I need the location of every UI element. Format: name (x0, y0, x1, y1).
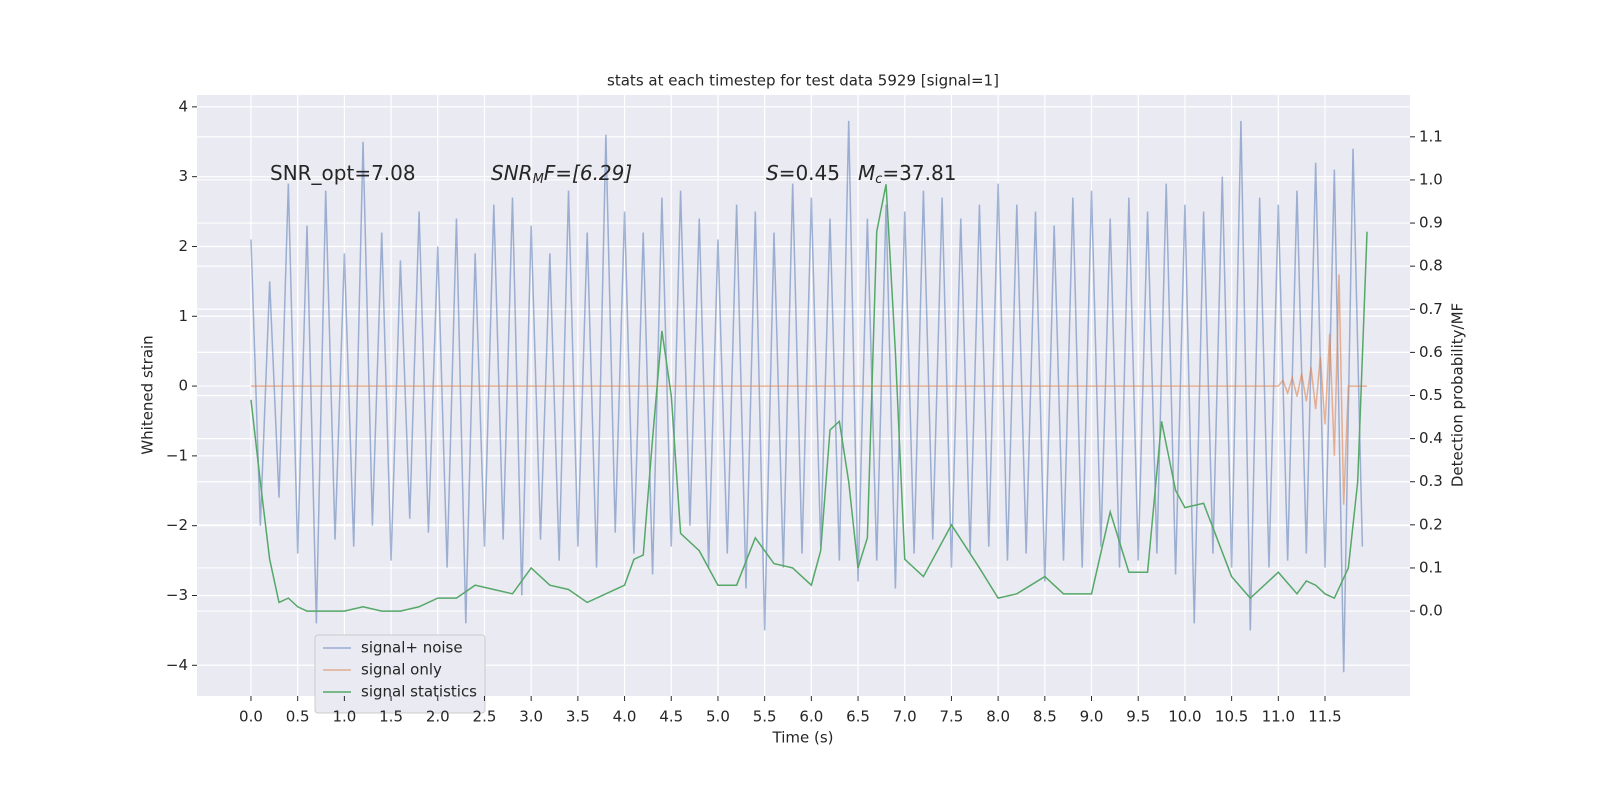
annotation-text: M (533, 172, 544, 187)
legend-label: signal statistics (361, 683, 477, 701)
y-tick-label: 1 (178, 307, 188, 325)
y2-tick-label: 0.9 (1419, 214, 1443, 232)
x-tick-label: 5.0 (706, 708, 730, 726)
y2-tick-label: 1.0 (1419, 170, 1443, 188)
x-tick-label: 2.5 (473, 708, 497, 726)
x-tick-label: 4.0 (613, 708, 637, 726)
y2-tick-label: 0.3 (1419, 472, 1443, 490)
annotation: Mc=37.81 (858, 161, 956, 187)
chart-title: stats at each timestep for test data 592… (607, 72, 999, 90)
y-axis-label: Whitened strain (139, 335, 157, 454)
annotation: S=0.45 (766, 161, 840, 185)
x-tick-label: 4.5 (659, 708, 683, 726)
annotation-text: SNR_opt=7.08 (270, 161, 416, 185)
x-tick-label: 3.0 (519, 708, 543, 726)
y-tick-label: −1 (166, 446, 188, 464)
x-tick-label: 3.5 (566, 708, 590, 726)
x-tick-label: 2.0 (426, 708, 450, 726)
y2-axis-label: Detection probability/MF (1449, 303, 1467, 487)
x-tick-label: 0.5 (286, 708, 310, 726)
y-tick-label: 4 (178, 97, 188, 115)
annotation-text: F=[6.29] (544, 161, 632, 185)
annotation-text: =0.45 (779, 161, 840, 185)
x-tick-label: 1.5 (379, 708, 403, 726)
annotation-text: SNR (491, 161, 533, 185)
annotation-text: M (858, 161, 875, 185)
annotation-text: =37.81 (882, 161, 956, 185)
x-tick-label: 9.0 (1080, 708, 1104, 726)
y2-tick-label: 0.7 (1419, 300, 1443, 318)
annotation-text: S (766, 161, 779, 185)
y-tick-label: 3 (178, 167, 188, 185)
y2-tick-label: 0.6 (1419, 343, 1443, 361)
x-tick-label: 10.0 (1168, 708, 1201, 726)
x-tick-label: 8.5 (1033, 708, 1057, 726)
y-tick-label: 0 (178, 377, 188, 395)
legend-box (314, 634, 486, 714)
y2-tick-label: 0.2 (1419, 515, 1443, 533)
x-tick-label: 7.5 (940, 708, 964, 726)
y2-tick-label: 0.5 (1419, 386, 1443, 404)
annotation: SNRMF=[6.29] (491, 161, 632, 187)
y-tick-label: 2 (178, 237, 188, 255)
y-tick-label: −3 (166, 586, 188, 604)
x-axis-label: Time (s) (772, 729, 834, 747)
series-line (250, 184, 1368, 612)
x-tick-label: 9.5 (1126, 708, 1150, 726)
y-tick-label: −4 (166, 656, 188, 674)
y2-tick-label: 0.8 (1419, 257, 1443, 275)
x-tick-label: 11.0 (1262, 708, 1295, 726)
legend-label: signal only (361, 661, 442, 679)
x-tick-label: 7.0 (893, 708, 917, 726)
y-tick-label: −2 (166, 516, 188, 534)
x-tick-label: 6.0 (799, 708, 823, 726)
x-tick-label: 8.0 (986, 708, 1010, 726)
legend-label: signal+ noise (361, 639, 463, 657)
annotation-text: c (875, 172, 882, 187)
annotation: SNR_opt=7.08 (270, 161, 416, 185)
y2-tick-label: 1.1 (1419, 127, 1443, 145)
series-line (250, 274, 1368, 505)
x-tick-label: 5.5 (753, 708, 777, 726)
y2-tick-label: 0.1 (1419, 558, 1443, 576)
y2-tick-label: 0.0 (1419, 602, 1443, 620)
legend: signal+ noise signal only signal statistic… (314, 634, 486, 714)
x-tick-label: 10.5 (1215, 708, 1248, 726)
y2-tick-label: 0.4 (1419, 429, 1443, 447)
x-tick-label: 6.5 (846, 708, 870, 726)
series-line (250, 120, 1364, 673)
x-tick-label: 0.0 (239, 708, 263, 726)
lines (250, 120, 1368, 673)
x-tick-label: 1.0 (332, 708, 356, 726)
x-tick-label: 11.5 (1308, 708, 1341, 726)
